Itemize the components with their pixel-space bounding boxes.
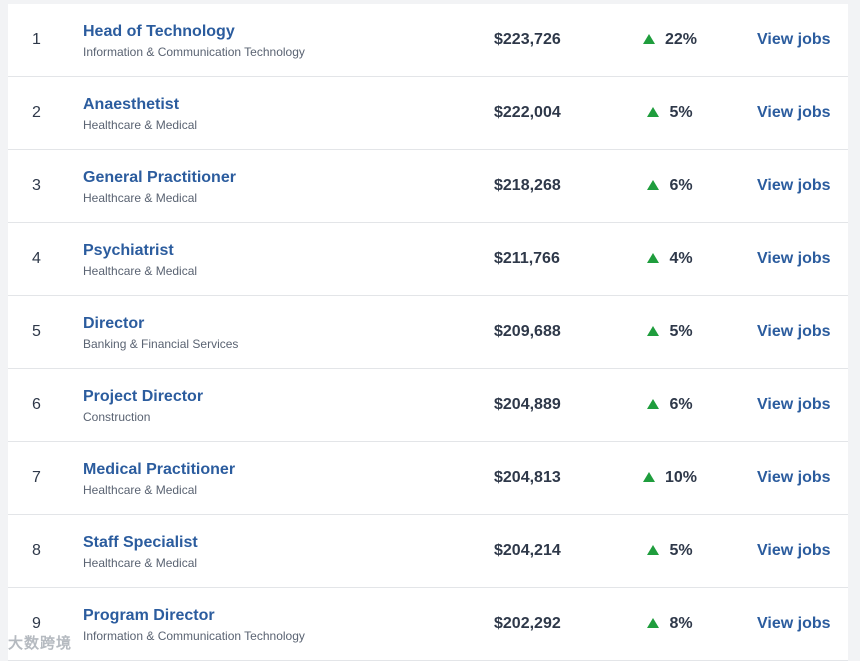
job-info: Director Banking & Financial Services — [83, 314, 463, 352]
average-salary: $218,268 — [494, 177, 561, 194]
triangle-up-icon — [647, 180, 660, 190]
salary-change: 10% — [620, 442, 720, 514]
view-jobs-link[interactable]: View jobs — [757, 31, 831, 48]
change-value: 5% — [669, 542, 693, 559]
view-jobs-link[interactable]: View jobs — [757, 542, 831, 559]
triangle-up-icon — [647, 618, 660, 628]
rank-number: 4 — [32, 250, 41, 267]
change-value: 8% — [669, 615, 693, 632]
job-category: Information & Communication Technology — [83, 629, 305, 643]
triangle-up-icon — [647, 399, 660, 409]
job-info: Head of Technology Information & Communi… — [83, 22, 463, 60]
job-category: Healthcare & Medical — [83, 118, 198, 132]
job-category: Healthcare & Medical — [83, 483, 198, 497]
table-row: 3 General Practitioner Healthcare & Medi… — [8, 150, 848, 223]
change-value: 5% — [669, 323, 693, 340]
job-title-link[interactable]: Head of Technology — [83, 23, 235, 40]
table-row: 2 Anaesthetist Healthcare & Medical $222… — [8, 77, 848, 150]
job-title-link[interactable]: Medical Practitioner — [83, 461, 236, 478]
triangle-up-icon — [647, 545, 660, 555]
change-value: 4% — [669, 250, 693, 267]
job-title-link[interactable]: Anaesthetist — [83, 96, 180, 113]
change-value: 10% — [664, 469, 698, 486]
triangle-up-icon — [642, 34, 655, 44]
table-row: 5 Director Banking & Financial Services … — [8, 296, 848, 369]
job-category: Construction — [83, 410, 151, 424]
job-category: Healthcare & Medical — [83, 264, 198, 278]
change-value: 6% — [669, 396, 693, 413]
average-salary: $204,813 — [494, 469, 561, 486]
job-title-link[interactable]: Project Director — [83, 388, 204, 405]
job-info: Project Director Construction — [83, 387, 463, 425]
job-title-link[interactable]: Director — [83, 315, 145, 332]
job-info: Anaesthetist Healthcare & Medical — [83, 95, 463, 133]
table-row: 6 Project Director Construction $204,889… — [8, 369, 848, 442]
average-salary: $222,004 — [494, 104, 561, 121]
average-salary: $202,292 — [494, 615, 561, 632]
job-info: General Practitioner Healthcare & Medica… — [83, 168, 463, 206]
job-category: Healthcare & Medical — [83, 191, 198, 205]
rank-number: 3 — [32, 177, 41, 194]
salary-change: 4% — [620, 223, 720, 295]
job-title-link[interactable]: Program Director — [83, 607, 215, 624]
job-info: Medical Practitioner Healthcare & Medica… — [83, 460, 463, 498]
job-category: Healthcare & Medical — [83, 556, 198, 570]
change-value: 5% — [669, 104, 693, 121]
change-value: 22% — [664, 31, 698, 48]
rank-number: 5 — [32, 323, 41, 340]
job-title-link[interactable]: General Practitioner — [83, 169, 236, 186]
view-jobs-link[interactable]: View jobs — [757, 104, 831, 121]
change-value: 6% — [669, 177, 693, 194]
rank-number: 9 — [32, 615, 41, 632]
view-jobs-link[interactable]: View jobs — [757, 396, 831, 413]
job-info: Program Director Information & Communica… — [83, 606, 463, 644]
salary-change: 6% — [620, 150, 720, 222]
view-jobs-link[interactable]: View jobs — [757, 250, 831, 267]
salary-change: 22% — [620, 4, 720, 76]
salary-ranking-table: 1 Head of Technology Information & Commu… — [8, 4, 848, 661]
view-jobs-link[interactable]: View jobs — [757, 615, 831, 632]
view-jobs-link[interactable]: View jobs — [757, 177, 831, 194]
triangle-up-icon — [647, 326, 660, 336]
salary-change: 8% — [620, 588, 720, 660]
job-title-link[interactable]: Psychiatrist — [83, 242, 174, 259]
view-jobs-link[interactable]: View jobs — [757, 469, 831, 486]
triangle-up-icon — [647, 253, 660, 263]
salary-change: 5% — [620, 515, 720, 587]
rank-number: 7 — [32, 469, 41, 486]
salary-change: 5% — [620, 77, 720, 149]
table-row: 9 Program Director Information & Communi… — [8, 588, 848, 661]
average-salary: $204,889 — [494, 396, 561, 413]
job-category: Information & Communication Technology — [83, 45, 305, 59]
average-salary: $211,766 — [494, 250, 560, 267]
triangle-up-icon — [647, 107, 660, 117]
view-jobs-link[interactable]: View jobs — [757, 323, 831, 340]
rank-number: 2 — [32, 104, 41, 121]
job-info: Staff Specialist Healthcare & Medical — [83, 533, 463, 571]
watermark-logo: 大数跨境 — [8, 635, 73, 652]
triangle-up-icon — [642, 472, 655, 482]
table-row: 4 Psychiatrist Healthcare & Medical $211… — [8, 223, 848, 296]
rank-number: 1 — [32, 31, 41, 48]
job-info: Psychiatrist Healthcare & Medical — [83, 241, 463, 279]
table-row: 1 Head of Technology Information & Commu… — [8, 4, 848, 77]
table-row: 7 Medical Practitioner Healthcare & Medi… — [8, 442, 848, 515]
salary-change: 5% — [620, 296, 720, 368]
salary-change: 6% — [620, 369, 720, 441]
job-title-link[interactable]: Staff Specialist — [83, 534, 198, 551]
job-category: Banking & Financial Services — [83, 337, 239, 351]
average-salary: $204,214 — [494, 542, 561, 559]
rank-number: 6 — [32, 396, 41, 413]
average-salary: $223,726 — [494, 31, 561, 48]
rank-number: 8 — [32, 542, 41, 559]
average-salary: $209,688 — [494, 323, 561, 340]
table-row: 8 Staff Specialist Healthcare & Medical … — [8, 515, 848, 588]
